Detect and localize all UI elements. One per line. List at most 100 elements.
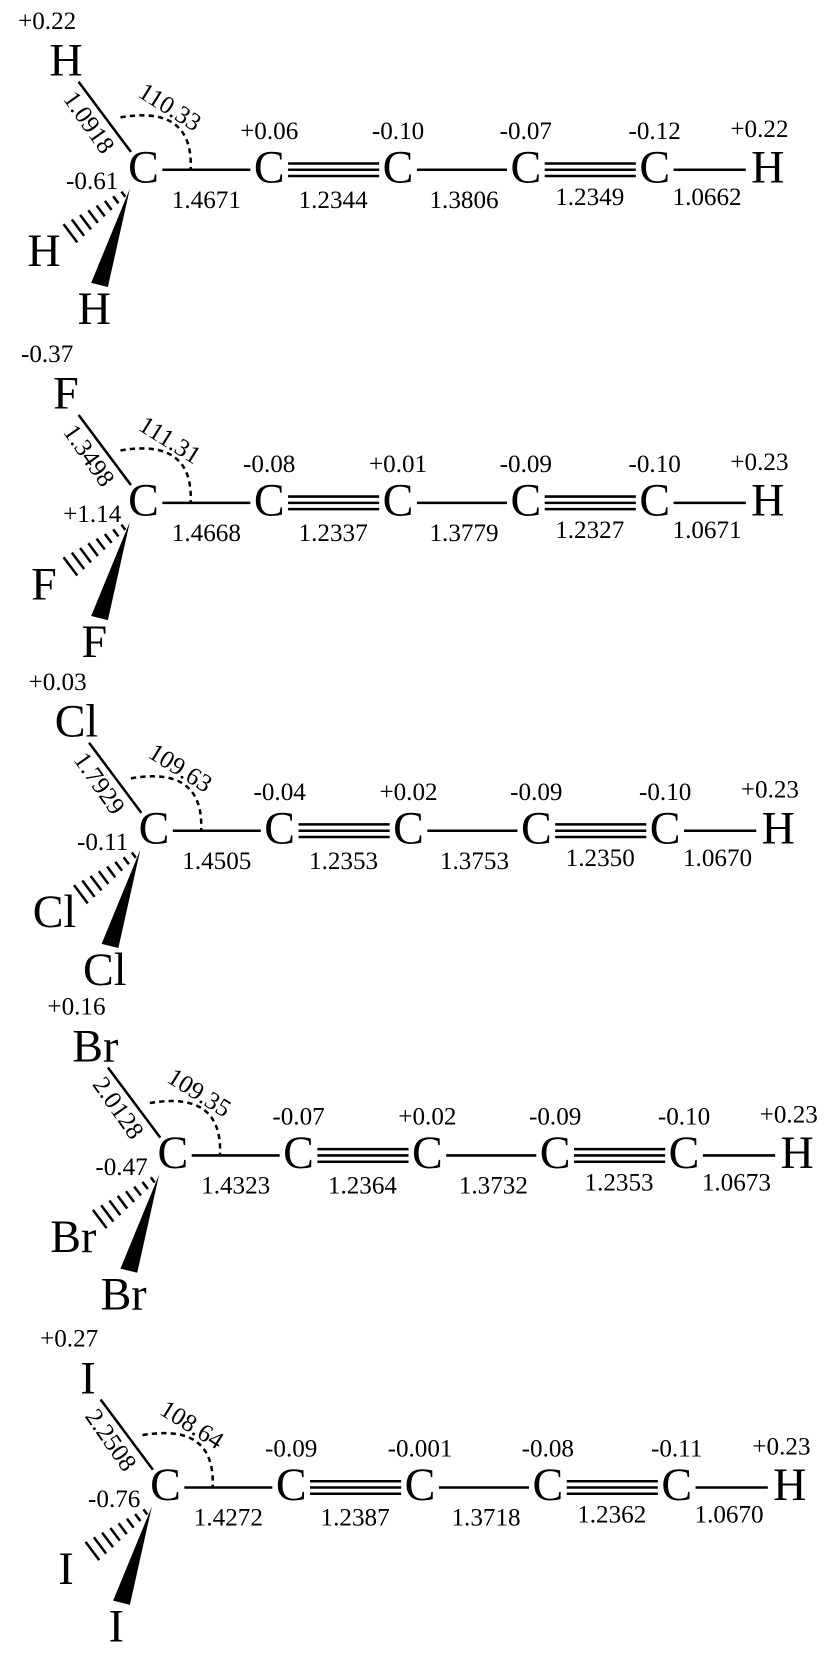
atom-label: H <box>27 225 60 276</box>
charge-label: +0.02 <box>379 779 437 806</box>
bond-length: 1.4505 <box>182 848 251 875</box>
charge-label: +0.23 <box>760 1101 818 1128</box>
bond-length: 1.2350 <box>566 845 635 872</box>
atom-label: C <box>383 141 414 192</box>
bond-length: 1.3753 <box>440 848 509 875</box>
bond-length: 1.0673 <box>702 1170 771 1197</box>
charge-label: -0.10 <box>658 1104 710 1131</box>
atom-label: H <box>762 802 795 853</box>
atom-label: Cl <box>55 696 99 747</box>
atom-label: I <box>58 1543 73 1594</box>
charge-label: -0.09 <box>500 451 552 478</box>
hash <box>117 1522 128 1535</box>
hash <box>95 204 106 218</box>
bond <box>106 1066 162 1139</box>
hash <box>89 875 103 892</box>
atom-label: C <box>128 475 159 526</box>
charge-label: +1.14 <box>63 501 122 528</box>
angle-label: 109.35 <box>162 1063 235 1123</box>
charge-label: -0.37 <box>21 341 73 368</box>
charge-label: +0.23 <box>741 777 799 804</box>
hash <box>95 537 106 551</box>
atom-label: F <box>81 616 107 667</box>
atom-label: Br <box>101 1269 147 1320</box>
atom-label: C <box>283 1127 314 1178</box>
charge-label: -0.08 <box>243 451 295 478</box>
atom-label: Cl <box>33 886 77 937</box>
hash <box>108 1199 122 1216</box>
atom-label: Br <box>72 1020 118 1071</box>
bond-length: 1.3732 <box>459 1173 528 1200</box>
bond-length: 1.2337 <box>299 520 368 547</box>
atom-label: C <box>669 1127 700 1178</box>
atom-label: C <box>254 141 285 192</box>
charge-label: -0.09 <box>510 779 562 806</box>
charge-label: +0.01 <box>369 451 427 478</box>
hash <box>101 1531 114 1548</box>
atom-label: C <box>661 1459 692 1510</box>
charge-label: -0.07 <box>500 118 552 145</box>
atom-label: H <box>751 475 784 526</box>
charge-label: -0.001 <box>388 1436 453 1463</box>
bond-length: 1.4671 <box>172 187 241 214</box>
hash <box>79 547 92 564</box>
charge-label: +0.27 <box>40 1326 98 1353</box>
hash <box>106 865 117 879</box>
hash <box>62 556 79 577</box>
charge-label: -0.61 <box>66 168 118 195</box>
charge-label: +0.03 <box>29 669 87 696</box>
bond-length: 1.0662 <box>673 184 742 211</box>
hash <box>141 1181 149 1190</box>
bond-length: 1.0671 <box>673 517 742 544</box>
hash <box>91 1209 108 1229</box>
atom-label: C <box>383 475 414 526</box>
charge-label: +0.16 <box>47 994 105 1021</box>
atom-label: F <box>53 368 79 419</box>
atom-label: Cl <box>83 944 127 995</box>
bond-length: 1.2387 <box>321 1505 390 1532</box>
bond-length: 1.3718 <box>451 1505 520 1532</box>
charge-label: +0.06 <box>240 118 298 145</box>
charge-label: -0.76 <box>88 1486 140 1513</box>
hash <box>62 223 79 244</box>
hash <box>149 1176 156 1184</box>
wedge <box>91 521 130 621</box>
charge-label: -0.09 <box>529 1104 581 1131</box>
charge-label: -0.09 <box>265 1436 317 1463</box>
bond-length: 1.2349 <box>555 184 624 211</box>
hash <box>112 528 120 538</box>
charge-label: -0.11 <box>77 829 128 856</box>
atom-label: I <box>109 1601 124 1652</box>
angle-label: 109.63 <box>144 739 217 799</box>
charge-label: +0.22 <box>730 116 788 143</box>
atom-label: C <box>412 1127 443 1178</box>
charge-label: -0.10 <box>629 451 681 478</box>
bond-length: 1.2364 <box>328 1173 398 1200</box>
hash <box>92 1536 108 1555</box>
hash <box>114 861 124 872</box>
atom-label: C <box>510 141 541 192</box>
charge-label: -0.04 <box>254 779 307 806</box>
charge-label: +0.23 <box>730 449 788 476</box>
wedge <box>101 849 141 949</box>
hash <box>70 551 86 570</box>
bond-length: 1.4323 <box>201 1173 270 1200</box>
angle-label: 110.33 <box>134 78 206 137</box>
hash <box>103 200 113 211</box>
bond-length: 1.2353 <box>585 1170 654 1197</box>
hash <box>142 1508 149 1516</box>
charge-label: +0.02 <box>398 1104 456 1131</box>
bond-length: 1.0670 <box>683 845 752 872</box>
bond-length: 1.3806 <box>429 187 498 214</box>
atom-label: C <box>393 802 424 853</box>
charge-label: -0.07 <box>272 1104 324 1131</box>
atom-label: C <box>639 141 670 192</box>
hash <box>73 884 89 905</box>
atom-label: C <box>510 475 541 526</box>
atom-label: C <box>254 475 285 526</box>
hash <box>100 1204 115 1223</box>
